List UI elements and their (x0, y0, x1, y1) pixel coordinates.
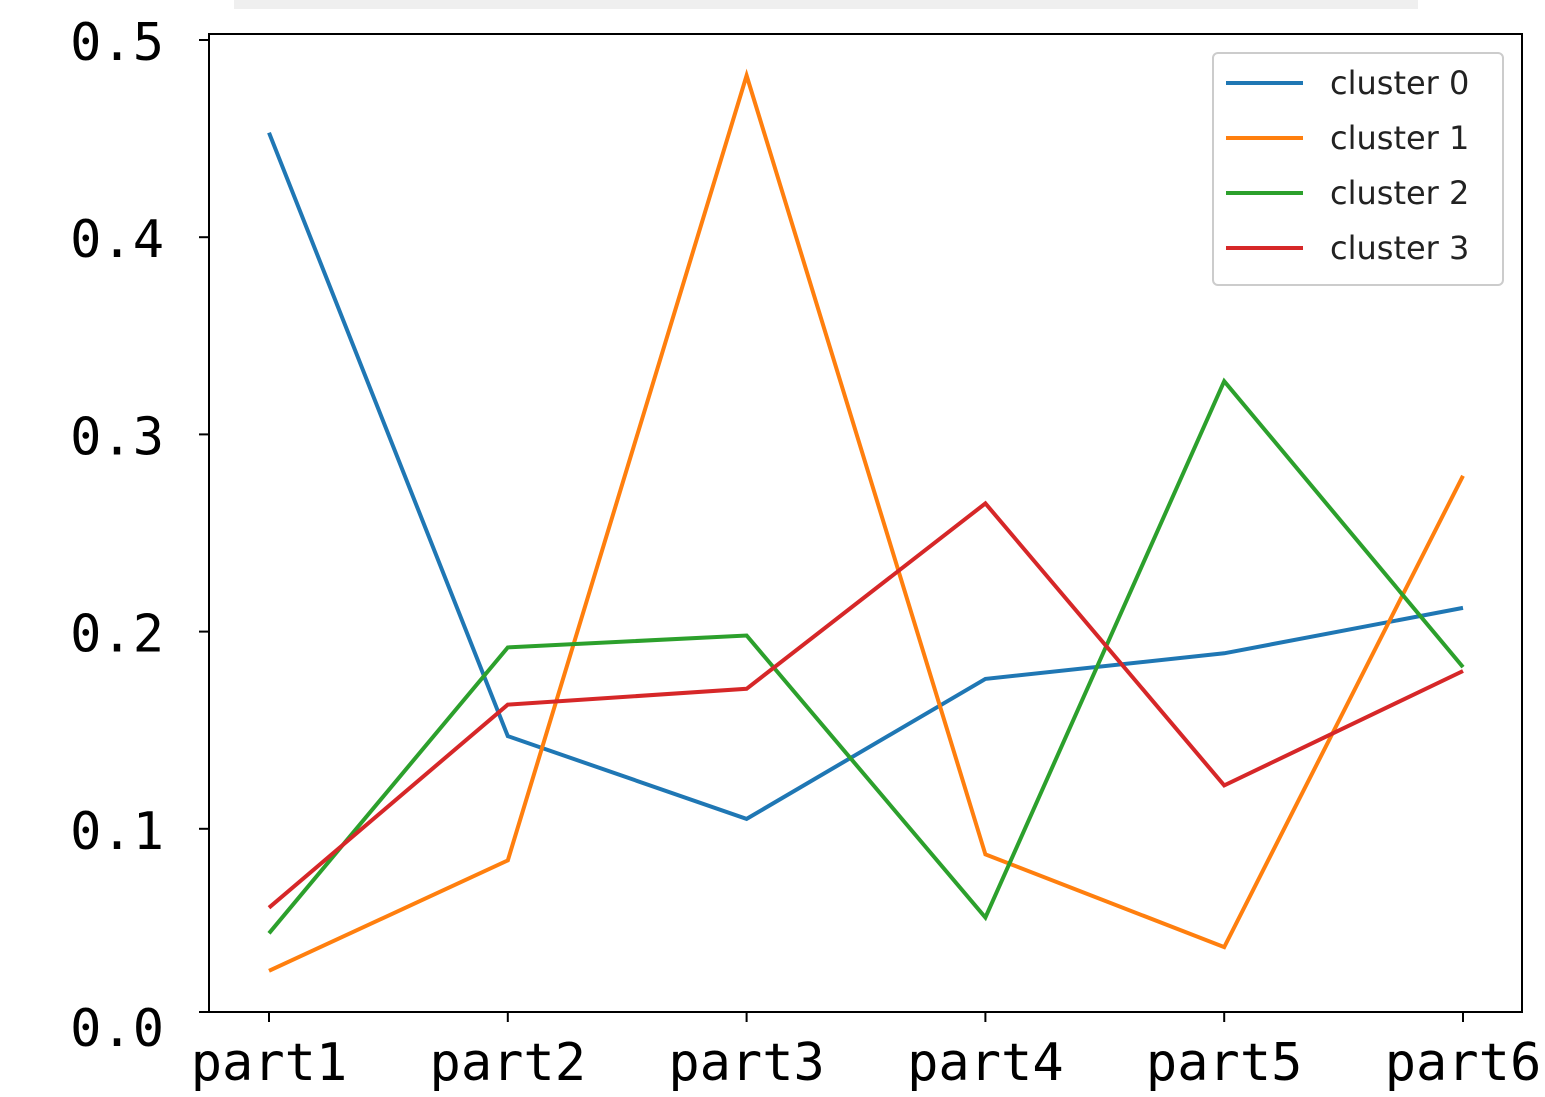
legend: cluster 0 cluster 1 cluster 2 cluster 3 (1212, 52, 1504, 286)
y-tick-label-4: 0.4 (70, 210, 164, 270)
x-tick-label-3: part4 (907, 1033, 1064, 1093)
legend-label-3: cluster 3 (1330, 229, 1469, 267)
x-tick-label-2: part3 (668, 1033, 825, 1093)
x-tick-label-5: part6 (1385, 1033, 1542, 1093)
x-axis: part1 part2 part3 part4 part5 part6 (191, 1012, 1542, 1093)
series-line-2 (267, 377, 1465, 935)
y-tick-label-3: 0.3 (70, 407, 164, 467)
y-axis: 0.0 0.1 0.2 0.3 0.4 0.5 (70, 13, 209, 1059)
series-line-1 (268, 68, 1465, 973)
plot-frame (208, 33, 1523, 1013)
y-tick-label-2: 0.2 (70, 605, 164, 665)
legend-label-2: cluster 2 (1330, 174, 1469, 212)
x-tick-label-1: part2 (430, 1033, 587, 1093)
top-strip (234, 0, 1418, 9)
series-layer (267, 68, 1465, 973)
series-line-0 (267, 131, 1464, 822)
series-line-3 (267, 500, 1464, 910)
y-tick-label-0: 0.0 (70, 999, 164, 1059)
legend-box (1212, 52, 1504, 286)
legend-label-0: cluster 0 (1330, 64, 1469, 102)
y-tick-label-1: 0.1 (70, 802, 164, 862)
x-tick-label-4: part5 (1146, 1033, 1303, 1093)
y-tick-label-5: 0.5 (70, 13, 164, 73)
x-tick-label-0: part1 (191, 1033, 348, 1093)
legend-label-1: cluster 1 (1330, 119, 1469, 157)
